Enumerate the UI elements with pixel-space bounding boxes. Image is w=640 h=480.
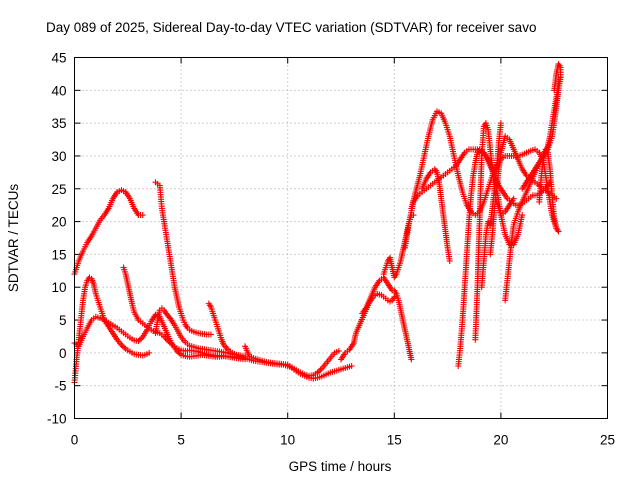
x-tick-label: 0 xyxy=(71,433,79,448)
data-point xyxy=(315,368,322,375)
y-tick-label: 15 xyxy=(51,247,66,262)
x-tick-label: 5 xyxy=(177,433,185,448)
data-point xyxy=(176,350,183,357)
data-point xyxy=(121,344,128,351)
data-point xyxy=(166,339,173,346)
data-point xyxy=(510,195,517,202)
series-arc-11 xyxy=(380,212,417,281)
series-arc-6 xyxy=(152,179,214,338)
data-point xyxy=(139,212,146,219)
series-arc-10 xyxy=(359,274,415,363)
data-point xyxy=(348,362,355,369)
data-point xyxy=(335,347,342,354)
data-point xyxy=(119,343,126,350)
chart-title: Day 089 of 2025, Sidereal Day-to-day VTE… xyxy=(46,20,536,35)
y-tick-label: 30 xyxy=(51,149,66,164)
data-point xyxy=(314,369,321,376)
data-point xyxy=(519,212,526,219)
data-point xyxy=(118,341,125,348)
data-point xyxy=(223,345,230,352)
series-arc-8 xyxy=(242,343,342,379)
x-axis-ticks: 0 5 10 15 20 25 xyxy=(71,57,615,448)
data-points xyxy=(71,61,564,386)
data-point xyxy=(168,340,175,347)
x-tick-label: 10 xyxy=(280,433,295,448)
y-tick-label: 25 xyxy=(51,182,66,197)
y-tick-label: 40 xyxy=(51,83,66,98)
series-arc-19 xyxy=(502,61,564,304)
series-arc-16 xyxy=(472,120,517,343)
data-point xyxy=(135,338,142,345)
data-point xyxy=(555,228,562,235)
data-point xyxy=(136,336,143,343)
grid-lines xyxy=(74,57,608,419)
data-point xyxy=(408,356,415,363)
data-point xyxy=(557,74,564,81)
data-point xyxy=(446,257,453,264)
data-point xyxy=(165,338,172,345)
data-point xyxy=(553,195,560,202)
data-point xyxy=(391,294,398,301)
y-tick-label: 5 xyxy=(59,313,67,328)
y-tick-label: -10 xyxy=(47,412,67,427)
x-tick-label: 20 xyxy=(493,433,508,448)
plot-frame xyxy=(74,57,608,419)
data-point xyxy=(146,349,153,356)
series-arc-14 xyxy=(419,166,453,264)
data-point xyxy=(138,335,145,342)
y-tick-label: 0 xyxy=(59,346,67,361)
series-arc-4 xyxy=(120,264,249,362)
y-tick-label: 35 xyxy=(51,116,66,131)
series-arc-7 xyxy=(205,300,355,382)
data-point xyxy=(317,366,324,373)
data-point xyxy=(207,331,214,338)
x-tick-label: 25 xyxy=(600,433,615,448)
x-tick-label: 15 xyxy=(387,433,402,448)
series-arc-21 xyxy=(536,146,562,235)
y-tick-label: 10 xyxy=(51,280,66,295)
y-tick-label: -5 xyxy=(54,379,66,394)
y-tick-label: 20 xyxy=(51,215,66,230)
series-arc-1 xyxy=(71,187,146,278)
y-axis-ticks: -10 -5 0 5 10 15 20 25 30 35 40 45 xyxy=(47,51,608,427)
data-point xyxy=(497,120,504,127)
x-axis-label: GPS time / hours xyxy=(289,459,392,474)
y-tick-label: 45 xyxy=(51,51,66,66)
y-axis-label: SDTVAR / TECUs xyxy=(6,184,21,293)
